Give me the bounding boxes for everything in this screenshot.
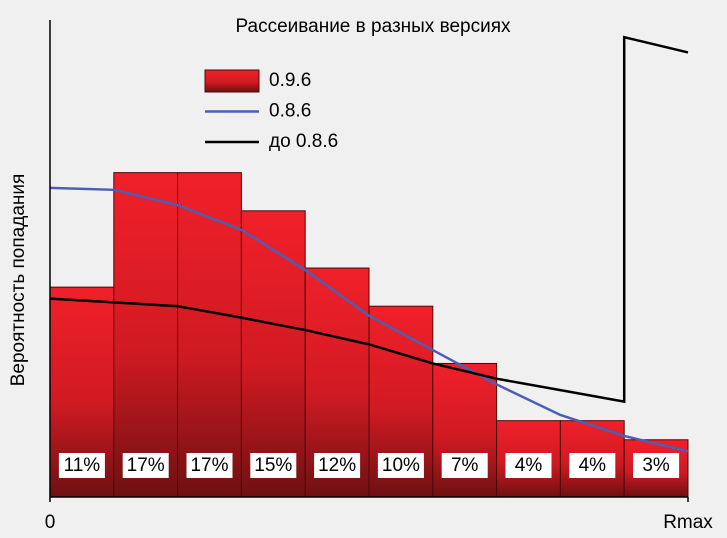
value-label-box (441, 453, 488, 478)
legend-swatch (204, 69, 260, 93)
legend-label: 0.9.6 (269, 70, 311, 91)
legend-label: 0.8.6 (269, 101, 311, 122)
value-label-box (314, 453, 361, 478)
y-axis-label: Вероятность попадания (8, 174, 29, 387)
value-label: 4% (515, 455, 543, 476)
x-tick-label: Rmax (663, 512, 713, 533)
value-label-box (633, 453, 680, 478)
value-label-box (569, 453, 616, 478)
chart-title: Рассеивание в разных версиях (235, 16, 511, 37)
line-series (49, 35, 689, 404)
value-label-box (250, 453, 297, 478)
bar (240, 210, 306, 498)
x-tick-label: 0 (45, 512, 56, 533)
value-label: 17% (190, 455, 228, 476)
value-label: 3% (642, 455, 670, 476)
value-label: 15% (254, 455, 292, 476)
value-label: 11% (64, 455, 101, 476)
value-label-box (186, 453, 233, 478)
bar (113, 172, 179, 498)
line-series (49, 186, 689, 453)
value-label-box (58, 453, 105, 478)
value-label: 7% (451, 455, 479, 476)
value-label-box (122, 453, 169, 478)
value-label-box (377, 453, 424, 478)
value-label: 4% (579, 455, 607, 476)
legend-label: до 0.8.6 (269, 131, 338, 152)
bar (177, 172, 242, 498)
value-label: 12% (318, 455, 356, 476)
value-label: 17% (127, 455, 165, 476)
value-label: 10% (382, 455, 420, 476)
value-label-box (505, 453, 552, 478)
